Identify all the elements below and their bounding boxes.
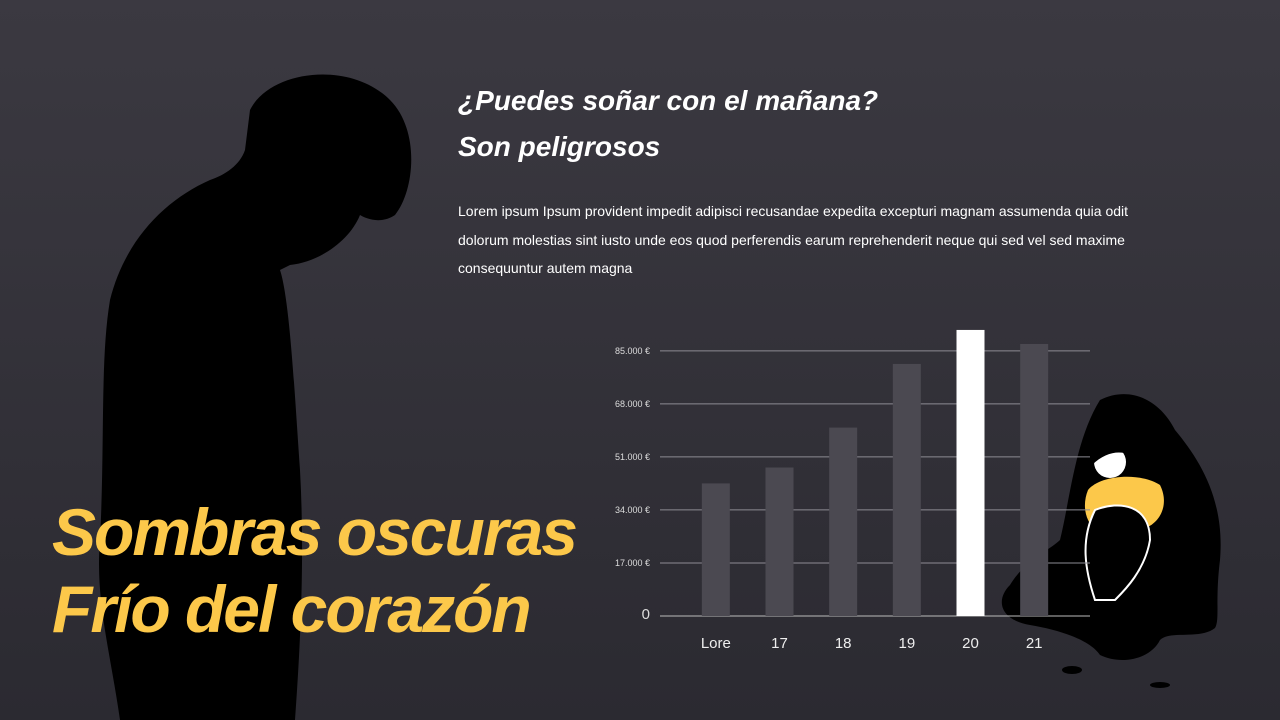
y-tick-label: 0	[642, 606, 650, 623]
body-text: Lorem ipsum Ipsum provident impedit adip…	[458, 203, 1128, 219]
bar	[956, 329, 985, 616]
x-tick-label: Lore	[701, 635, 731, 652]
big-title: Sombras oscuras	[52, 495, 576, 569]
big-title: Frío del corazón	[52, 572, 530, 646]
y-tick-label: 17.000 €	[615, 558, 650, 568]
y-tick-label: 51.000 €	[615, 452, 650, 462]
bar	[1020, 343, 1049, 616]
bar	[765, 467, 794, 616]
heading: ¿Puedes soñar con el mañana?	[458, 85, 878, 116]
puddle	[1150, 682, 1170, 688]
x-tick-label: 21	[1026, 635, 1043, 652]
body-text: consequuntur autem magna	[458, 260, 633, 276]
x-tick-label: 17	[771, 635, 788, 652]
heading: Son peligrosos	[458, 131, 660, 162]
puddle	[1062, 666, 1082, 674]
y-tick-label: 34.000 €	[615, 505, 650, 515]
girl-hair	[1092, 441, 1130, 465]
bar	[701, 483, 730, 616]
chart: 0 17.000 € 34.000 € 51.000 € 68.000 € 85.000 …	[615, 329, 1090, 652]
bar	[829, 427, 858, 616]
x-tick-label: 20	[962, 635, 979, 652]
man-silhouette	[99, 74, 412, 720]
bar	[892, 363, 921, 616]
y-tick-label: 68.000 €	[615, 399, 650, 409]
x-tick-label: 18	[835, 635, 852, 652]
girl-legs	[1084, 504, 1152, 601]
x-tick-label: 19	[898, 635, 915, 652]
body-text: dolorum molestias sint iusto unde eos qu…	[458, 232, 1125, 248]
y-tick-label: 85.000 €	[615, 346, 650, 356]
